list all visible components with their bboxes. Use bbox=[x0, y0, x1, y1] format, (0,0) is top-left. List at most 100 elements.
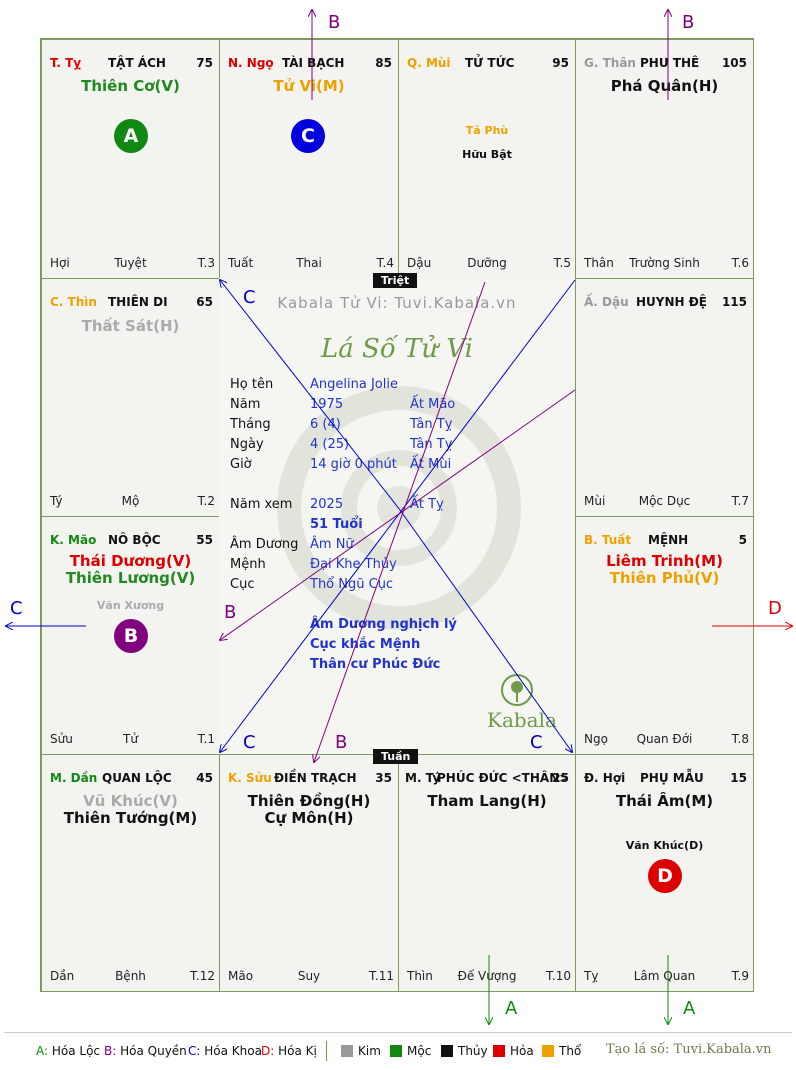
legend-c: C: Hóa Khoa bbox=[188, 1044, 262, 1058]
palace-name: PHU THÊ bbox=[640, 56, 700, 70]
growth-stage: Bệnh bbox=[115, 969, 146, 983]
palace-phuc-duc[interactable]: M. Tý PHÚC ĐỨC <THÂN> 25 Tham Lang(H) Th… bbox=[398, 754, 576, 992]
minor-star: Hữu Bật bbox=[462, 148, 512, 161]
info-extra: Ất Mùi bbox=[410, 457, 452, 472]
age-range: T.3 bbox=[197, 256, 215, 270]
palace-number: 65 bbox=[196, 295, 213, 309]
cycle-branch: Ngọ bbox=[584, 732, 608, 746]
main-star: Thái Âm(M) bbox=[615, 792, 714, 810]
palace-menh[interactable]: B. Tuất MỆNH 5 Liêm Trinh(M) Thiên Phủ(V… bbox=[575, 516, 754, 755]
palace-number: 85 bbox=[375, 56, 392, 70]
palace-can: B. Tuất bbox=[584, 533, 632, 547]
palace-number: 45 bbox=[196, 771, 213, 785]
palace-can: Q. Mùi bbox=[407, 56, 451, 70]
age-range: T.7 bbox=[731, 494, 749, 508]
palace-number: 75 bbox=[196, 56, 213, 70]
swatch-kim bbox=[341, 1045, 353, 1057]
palace-number: 55 bbox=[196, 533, 213, 547]
palace-name: PHÚC ĐỨC <THÂN> bbox=[437, 771, 570, 785]
palace-can: K. Sửu bbox=[228, 771, 272, 785]
cycle-branch: Thân bbox=[584, 256, 614, 270]
label-b: B bbox=[335, 732, 348, 753]
age-range: T.1 bbox=[197, 732, 215, 746]
age-range: T.4 bbox=[376, 256, 394, 270]
main-star: Thiên Đồng(H) bbox=[247, 792, 371, 810]
minor-star: Văn Khúc(D) bbox=[625, 839, 704, 852]
palace-can: Đ. Hợi bbox=[584, 771, 626, 785]
legend-b: B: Hóa Quyền bbox=[104, 1044, 187, 1058]
palace-thien-di[interactable]: C. Thìn THIÊN DI 65 Thất Sát(H) Tý Mộ T.… bbox=[41, 278, 220, 517]
site-link[interactable]: Tạo lá số: Tuvi.Kabala.vn bbox=[606, 1042, 772, 1057]
palace-tu-tuc[interactable]: Q. Mùi TỬ TỨC 95 Tả Phù Hữu Bật Dậu Dưỡn… bbox=[398, 39, 576, 279]
palace-tai-bach[interactable]: N. Ngọ TÀI BẠCH 85 Tử Vi(M) C Tuất Thai … bbox=[219, 39, 399, 279]
cycle-branch: Tý bbox=[50, 494, 63, 508]
note: Thân cư Phúc Đức bbox=[310, 657, 441, 672]
badge-b: B bbox=[114, 619, 148, 653]
palace-number: 105 bbox=[721, 56, 747, 70]
palace-phu-mau[interactable]: Đ. Hợi PHỤ MẪU 15 Thái Âm(M) Văn Khúc(D)… bbox=[575, 754, 754, 992]
palace-quan-loc[interactable]: M. Dần QUAN LỘC 45 Vũ Khúc(V) Thiên Tướn… bbox=[41, 754, 220, 992]
badge-d: D bbox=[648, 859, 682, 893]
legend-a: A: Hóa Lộc bbox=[36, 1044, 101, 1058]
main-star: Tham Lang(H) bbox=[427, 792, 547, 810]
swatch-hoa bbox=[493, 1045, 505, 1057]
palace-dien-trach[interactable]: K. Sửu ĐIỀN TRẠCH 35 Thiên Đồng(H) Cự Mô… bbox=[219, 754, 399, 992]
main-star: Thiên Cơ(V) bbox=[81, 77, 180, 95]
palace-can: M. Tý bbox=[405, 771, 441, 785]
palace-name: QUAN LỘC bbox=[102, 771, 172, 785]
legend-tho: Thổ bbox=[559, 1044, 582, 1058]
note: Cục khắc Mệnh bbox=[310, 637, 421, 652]
tuan-tag: Tuần bbox=[373, 749, 419, 764]
growth-stage: Lâm Quan bbox=[633, 969, 696, 983]
palace-name: THIÊN DI bbox=[108, 295, 168, 309]
palace-can: K. Mão bbox=[50, 533, 97, 547]
info-value: 1975 bbox=[310, 397, 344, 412]
info-extra: Ất Mão bbox=[410, 397, 456, 412]
badge-a: A bbox=[114, 119, 148, 153]
palace-no-boc[interactable]: K. Mão NÔ BỘC 55 Thái Dương(V) Thiên Lươ… bbox=[41, 516, 220, 755]
cycle-branch: Dần bbox=[50, 969, 75, 983]
legend-divider bbox=[4, 1032, 792, 1033]
info-label: Họ tên bbox=[230, 377, 274, 392]
age-range: T.6 bbox=[731, 256, 749, 270]
info-value: Angelina Jolie bbox=[310, 377, 398, 392]
palace-name: PHỤ MẪU bbox=[640, 771, 704, 785]
info-label: Năm xem bbox=[230, 497, 293, 512]
info-label: Mệnh bbox=[230, 557, 266, 572]
growth-stage: Suy bbox=[297, 969, 321, 983]
legend-d: D: Hóa Kị bbox=[261, 1044, 317, 1058]
label-a: A bbox=[505, 998, 518, 1019]
info-label: Giờ bbox=[230, 457, 252, 472]
info-value: 2025 bbox=[310, 497, 344, 512]
main-star: Tử Vi(M) bbox=[273, 77, 345, 95]
palace-can: C. Thìn bbox=[50, 295, 97, 309]
growth-stage: Đế Vượng bbox=[457, 969, 517, 983]
label-c: C bbox=[10, 598, 23, 619]
note: Âm Dương nghịch lý bbox=[310, 617, 457, 632]
palace-name: TẬT ÁCH bbox=[108, 56, 166, 70]
palace-phu-the[interactable]: G. Thân PHU THÊ 105 Phá Quân(H) Thân Trư… bbox=[575, 39, 754, 279]
minor-star: Tả Phù bbox=[465, 124, 509, 137]
age-range: T.10 bbox=[546, 969, 571, 983]
palace-name: MỆNH bbox=[648, 533, 689, 547]
legend-hoa: Hỏa bbox=[510, 1044, 534, 1058]
main-star: Phá Quân(H) bbox=[610, 77, 719, 95]
legend-moc: Mộc bbox=[407, 1044, 432, 1058]
palace-can: T. Tỵ bbox=[50, 56, 82, 70]
chart-title: Lá Số Tử Vi bbox=[320, 334, 473, 364]
palace-number: 25 bbox=[552, 771, 569, 785]
info-label: Ngày bbox=[230, 437, 264, 452]
info-value: 14 giờ 0 phút bbox=[310, 457, 397, 472]
cycle-branch: Tuất bbox=[228, 256, 254, 270]
label-a: A bbox=[683, 998, 696, 1019]
main-star: Liêm Trinh(M) bbox=[606, 552, 723, 570]
palace-tat-ach[interactable]: T. Tỵ TẬT ÁCH 75 Thiên Cơ(V) A Hợi Tuyệt… bbox=[41, 39, 220, 279]
palace-number: 95 bbox=[552, 56, 569, 70]
cycle-branch: Mùi bbox=[584, 494, 606, 508]
triet-tag: Triệt bbox=[373, 273, 418, 288]
palace-huynh-de[interactable]: Ấ. Dậu HUYNH ĐỆ 115 Mùi Mộc Dục T.7 bbox=[575, 278, 754, 517]
growth-stage: Dưỡng bbox=[467, 256, 507, 270]
palace-number: 5 bbox=[738, 533, 747, 547]
label-b: B bbox=[682, 12, 695, 33]
main-star: Thiên Lương(V) bbox=[65, 569, 196, 587]
